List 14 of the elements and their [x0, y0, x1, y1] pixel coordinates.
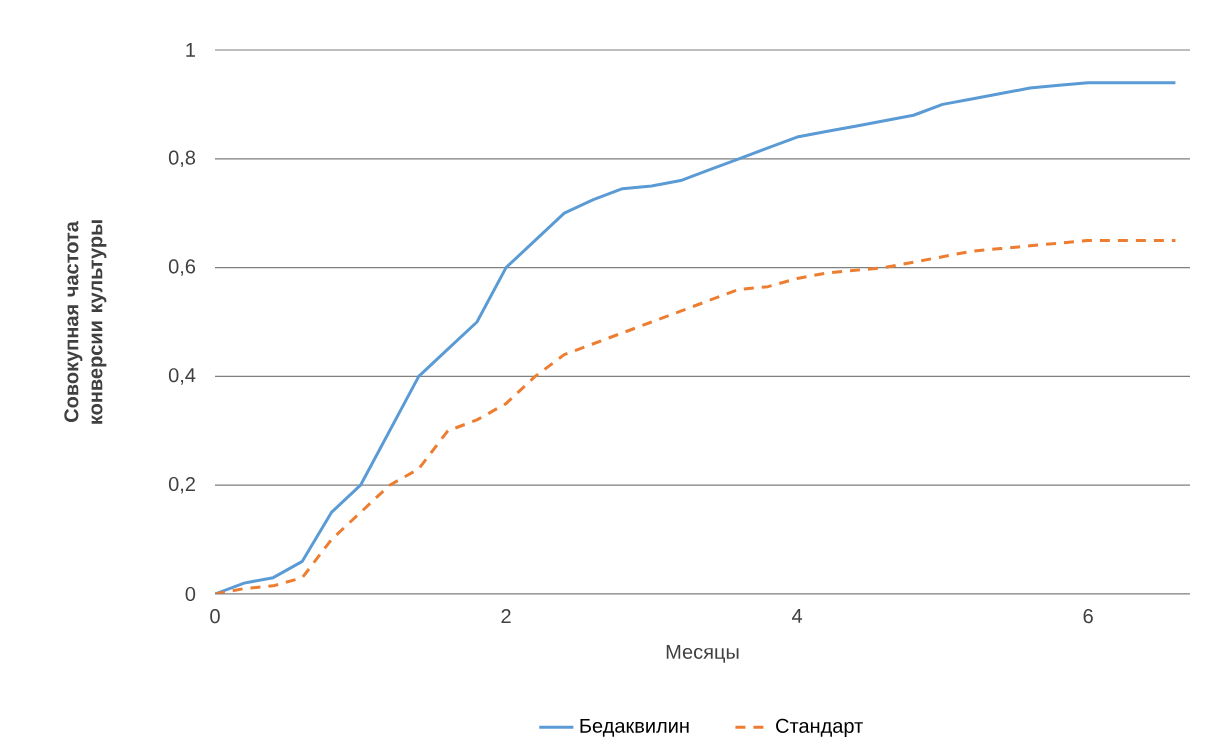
x-axis-title: Месяцы	[666, 644, 739, 663]
y-tick-label: 0	[185, 586, 196, 602]
y-tick-label: 1	[186, 43, 195, 57]
legend-label: Бедаквилин	[580, 718, 689, 737]
y-tick-label: 0,8	[168, 150, 196, 168]
y-tick-label: 0,2	[168, 476, 195, 494]
y-tick-label: 0,6	[168, 259, 196, 276]
y-axis-title: Совокупная частота конверсии культуры	[64, 220, 107, 424]
legend-label: Стандарт	[776, 718, 863, 737]
x-tick-label: 4	[792, 609, 803, 623]
x-tick-label: 0	[210, 609, 220, 624]
y-tick-label: 0,4	[168, 368, 196, 385]
x-tick-label: 2	[501, 609, 511, 624]
x-tick-label: 6	[1083, 609, 1093, 624]
